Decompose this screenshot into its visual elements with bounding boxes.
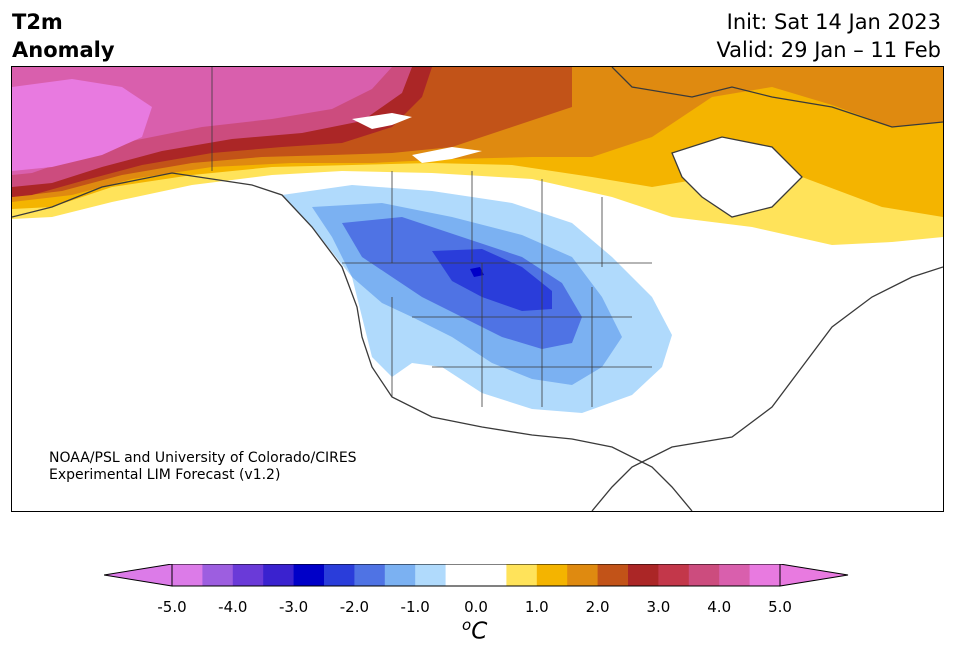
colorbar-cell bbox=[202, 564, 234, 586]
credit-line-1: NOAA/PSL and University of Colorado/CIRE… bbox=[49, 450, 357, 466]
lake-great-slave bbox=[352, 113, 412, 129]
init-date: Init: Sat 14 Jan 2023 bbox=[726, 10, 941, 34]
colorbar-unit: oC bbox=[462, 616, 487, 645]
colorbar-tick-label: 4.0 bbox=[707, 598, 732, 616]
title-line-1: T2m bbox=[12, 10, 63, 34]
colorbar bbox=[104, 564, 849, 587]
colorbar-cell bbox=[445, 564, 477, 586]
colorbar-tick-label: -4.0 bbox=[218, 598, 248, 616]
colorbar-cell bbox=[506, 564, 538, 586]
colorbar-under-arrow bbox=[104, 564, 173, 587]
map-title: T2m Anomaly bbox=[12, 8, 115, 64]
anomaly-map bbox=[11, 66, 944, 512]
cold-anomaly-deep bbox=[432, 249, 552, 311]
cold-anomaly-core bbox=[470, 267, 484, 277]
colorbar-cell bbox=[567, 564, 599, 586]
colorbar-outline bbox=[171, 564, 781, 587]
colorbar-cell bbox=[415, 564, 447, 586]
title-line-2: Anomaly bbox=[12, 38, 115, 62]
anomaly-map-svg bbox=[12, 67, 943, 511]
colorbar-cells bbox=[104, 564, 849, 587]
colorbar-tick-label: 3.0 bbox=[646, 598, 671, 616]
colorbar-cell bbox=[719, 564, 751, 586]
colorbar-cell bbox=[172, 564, 203, 586]
colorbar-over-arrow bbox=[779, 564, 849, 587]
colorbar-cell bbox=[597, 564, 629, 586]
coastlines bbox=[12, 67, 943, 511]
colorbar-tick-label: 5.0 bbox=[768, 598, 792, 616]
colorbar-tick-label: -2.0 bbox=[339, 598, 370, 616]
hudson-bay bbox=[672, 137, 802, 217]
valid-period: Valid: 29 Jan – 11 Feb bbox=[716, 38, 941, 62]
lake-great-bear bbox=[412, 147, 482, 163]
colorbar-cell bbox=[628, 564, 659, 586]
colorbar-cell bbox=[384, 564, 416, 586]
colorbar-cell bbox=[293, 564, 325, 586]
warm-anomaly-magenta bbox=[12, 79, 152, 171]
colorbar-cell bbox=[354, 564, 386, 586]
colorbar-cell bbox=[536, 564, 568, 586]
colorbar-cell bbox=[263, 564, 295, 586]
colorbar-tick-label: -5.0 bbox=[157, 598, 187, 616]
colorbar-cell bbox=[232, 564, 264, 586]
political-borders bbox=[211, 67, 652, 407]
colorbar-cell bbox=[476, 564, 507, 586]
colorbar-tick-label: 1.0 bbox=[524, 598, 549, 616]
colorbar-tick-label: 0.0 bbox=[464, 598, 488, 616]
credit-line-2: Experimental LIM Forecast (v1.2) bbox=[49, 467, 281, 483]
colorbar-cell bbox=[658, 564, 690, 586]
credit-text: NOAA/PSL and University of Colorado/CIRE… bbox=[49, 450, 357, 484]
forecast-dates: Init: Sat 14 Jan 2023 Valid: 29 Jan – 11… bbox=[716, 8, 941, 64]
colorbar-tick-label: -1.0 bbox=[400, 598, 430, 616]
colorbar-cell bbox=[324, 564, 355, 586]
unit-superscript: o bbox=[462, 616, 472, 634]
unit-main: C bbox=[471, 618, 488, 645]
colorbar-cell bbox=[688, 564, 720, 586]
colorbar-tick-label: 2.0 bbox=[585, 598, 610, 616]
colorbar-cell bbox=[749, 564, 781, 586]
colorbar-tick-label: -3.0 bbox=[278, 598, 309, 616]
